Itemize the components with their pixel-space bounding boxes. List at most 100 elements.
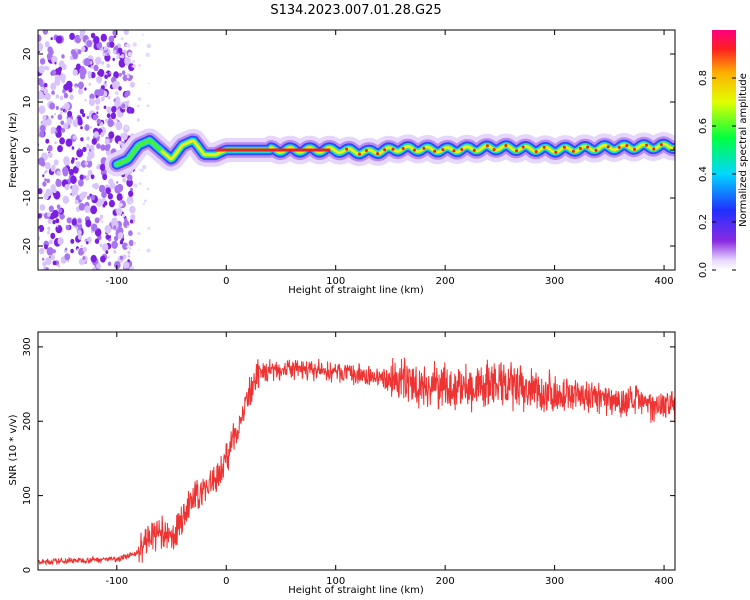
spectrogram-noise-blob: [142, 202, 146, 205]
spectrogram-noise-blob: [52, 220, 56, 225]
spectrogram-noise-blob: [115, 55, 120, 59]
spectrogram-noise-blob: [46, 52, 53, 61]
x-tick-label: 100: [326, 276, 345, 287]
spectrogram-noise-blob: [79, 30, 86, 36]
spectrogram-noise-blob: [116, 43, 121, 49]
spectrogram-noise-blob: [57, 114, 63, 121]
spectrogram-peak-dot: [460, 148, 464, 151]
spectrogram-noise-blob: [121, 132, 128, 141]
spectrogram-noise-blob: [39, 247, 45, 255]
spectrogram-peak-dot: [586, 145, 590, 149]
spectrogram-noise-blob: [55, 218, 60, 224]
spectrogram-noise-blob: [100, 255, 106, 263]
spectrogram-peak-dot: [345, 147, 349, 151]
spectrogram-noise-blob: [121, 70, 126, 75]
colorbar-ticks: 0.0 0.2 0.4 0.6 0.8: [698, 70, 736, 278]
spectrogram-noise-blob: [38, 105, 46, 114]
spectrogram-noise-blob: [143, 199, 147, 203]
spectrogram-peak-dot: [391, 147, 395, 151]
spectrogram-noise-blob: [127, 250, 131, 255]
spectrogram-noise-blob: [88, 148, 92, 152]
spectrogram-noise-blob: [71, 146, 75, 150]
spectrogram-noise-blob: [114, 91, 119, 96]
spectrogram-noise-blob: [72, 166, 79, 174]
spectrogram-noise-blob: [60, 120, 65, 126]
spectrogram-noise-blob: [61, 63, 67, 70]
spectrogram-noise-blob: [42, 114, 47, 121]
spectrogram-noise-blob: [76, 63, 81, 70]
spectrogram-noise-blob: [121, 213, 126, 218]
spectrogram-noise-blob: [77, 119, 83, 126]
spectrogram-noise-blob: [127, 259, 130, 263]
spectrogram-noise-blob: [43, 88, 49, 95]
spectrogram-noise-blob: [114, 99, 121, 107]
spectrogram-noise-blob: [110, 112, 117, 120]
spectrogram-noise-blob: [50, 126, 56, 134]
spectrogram-noise-blob: [138, 64, 141, 67]
spectrogram-noise-blob: [66, 217, 72, 224]
spectrogram-noise-blob: [76, 248, 80, 251]
spectrogram-noise-blob: [118, 202, 123, 207]
x-tick-label: -100: [105, 576, 128, 587]
spectrogram-noise-blob: [47, 166, 51, 170]
spectrogram-noise-blob: [38, 157, 45, 166]
spectrogram-noise-blob: [121, 54, 125, 59]
spectrogram-noise-blob: [49, 213, 55, 220]
spectrogram-noise-blob: [56, 170, 61, 177]
spectrogram-noise-blob: [104, 224, 112, 234]
spectrogram-peak-dot: [485, 144, 489, 148]
spectrogram-noise-blob: [50, 37, 53, 41]
spectrogram-noise-blob: [88, 82, 92, 86]
spectrogram-noise-blob: [92, 114, 98, 121]
spectrogram-noise-blob: [87, 74, 92, 79]
spectrogram-noise-blob: [132, 42, 137, 47]
spectrogram-noise-blob: [64, 247, 68, 251]
spectrogram-noise-blob: [104, 80, 107, 84]
spectrogram-noise-blob: [50, 166, 56, 172]
spectrogram-noise-blob: [106, 106, 113, 114]
spectrogram-noise-blob: [108, 199, 115, 208]
spectrogram-noise-blob: [125, 267, 128, 270]
spectrogram-noise-blob: [103, 105, 107, 110]
spectrogram-noise-blob: [137, 232, 141, 236]
colorbar-label: Normalized spectral amplitude: [738, 73, 749, 227]
spectrogram-noise-blob: [64, 102, 70, 110]
spectrogram-noise-blob: [60, 111, 63, 115]
spectrogram-noise-blob: [113, 225, 117, 230]
spectrogram-noise-blob: [82, 146, 87, 153]
snr-xlabel: Height of straight line (km): [288, 585, 424, 596]
spectrogram-peak-dot: [672, 146, 675, 150]
spectrogram-noise-blob: [64, 184, 70, 191]
spectrogram-noise-blob: [118, 140, 122, 145]
spectrogram-peak-dot: [578, 147, 582, 150]
spectrogram-peak-dot: [562, 145, 566, 149]
spectrogram-noise-blob: [47, 120, 51, 124]
spectrogram-noise-blob: [104, 138, 110, 145]
spectrogram-noise-blob: [97, 68, 105, 78]
spectrogram-noise-blob: [60, 107, 63, 112]
figure-title: S134.2023.007.01.28.G25: [270, 3, 441, 18]
spectrogram-noise-blob: [70, 192, 73, 196]
spectrogram-noise-blob: [45, 188, 52, 197]
spectrogram-noise-blob: [86, 155, 92, 162]
spectrogram-noise-blob: [56, 204, 61, 209]
spectrogram-noise-blob: [79, 34, 84, 39]
snr-series-line: [38, 357, 675, 566]
spectrogram-noise-blob: [50, 254, 55, 260]
y-tick-label: -10: [22, 190, 33, 206]
spectrogram-peak-dot: [358, 152, 361, 156]
spectrogram-noise-blob: [82, 246, 88, 253]
spectrogram-noise-blob: [133, 82, 136, 85]
spectrogram-noise-blob: [55, 106, 59, 110]
x-tick-label: 300: [545, 576, 564, 587]
spectrogram-noise-blob: [124, 173, 128, 178]
spectrogram-peak-dot: [625, 144, 629, 148]
x-tick-label: 400: [655, 576, 674, 587]
spectrogram-noise-blob: [72, 119, 79, 128]
spectrogram-noise-blob: [81, 46, 86, 52]
spectrogram-noise-blob: [77, 49, 82, 55]
spectrogram-noise-blob: [49, 102, 56, 110]
spectrogram-noise-blob: [105, 118, 109, 123]
spectrogram-peak-dot: [652, 147, 656, 151]
